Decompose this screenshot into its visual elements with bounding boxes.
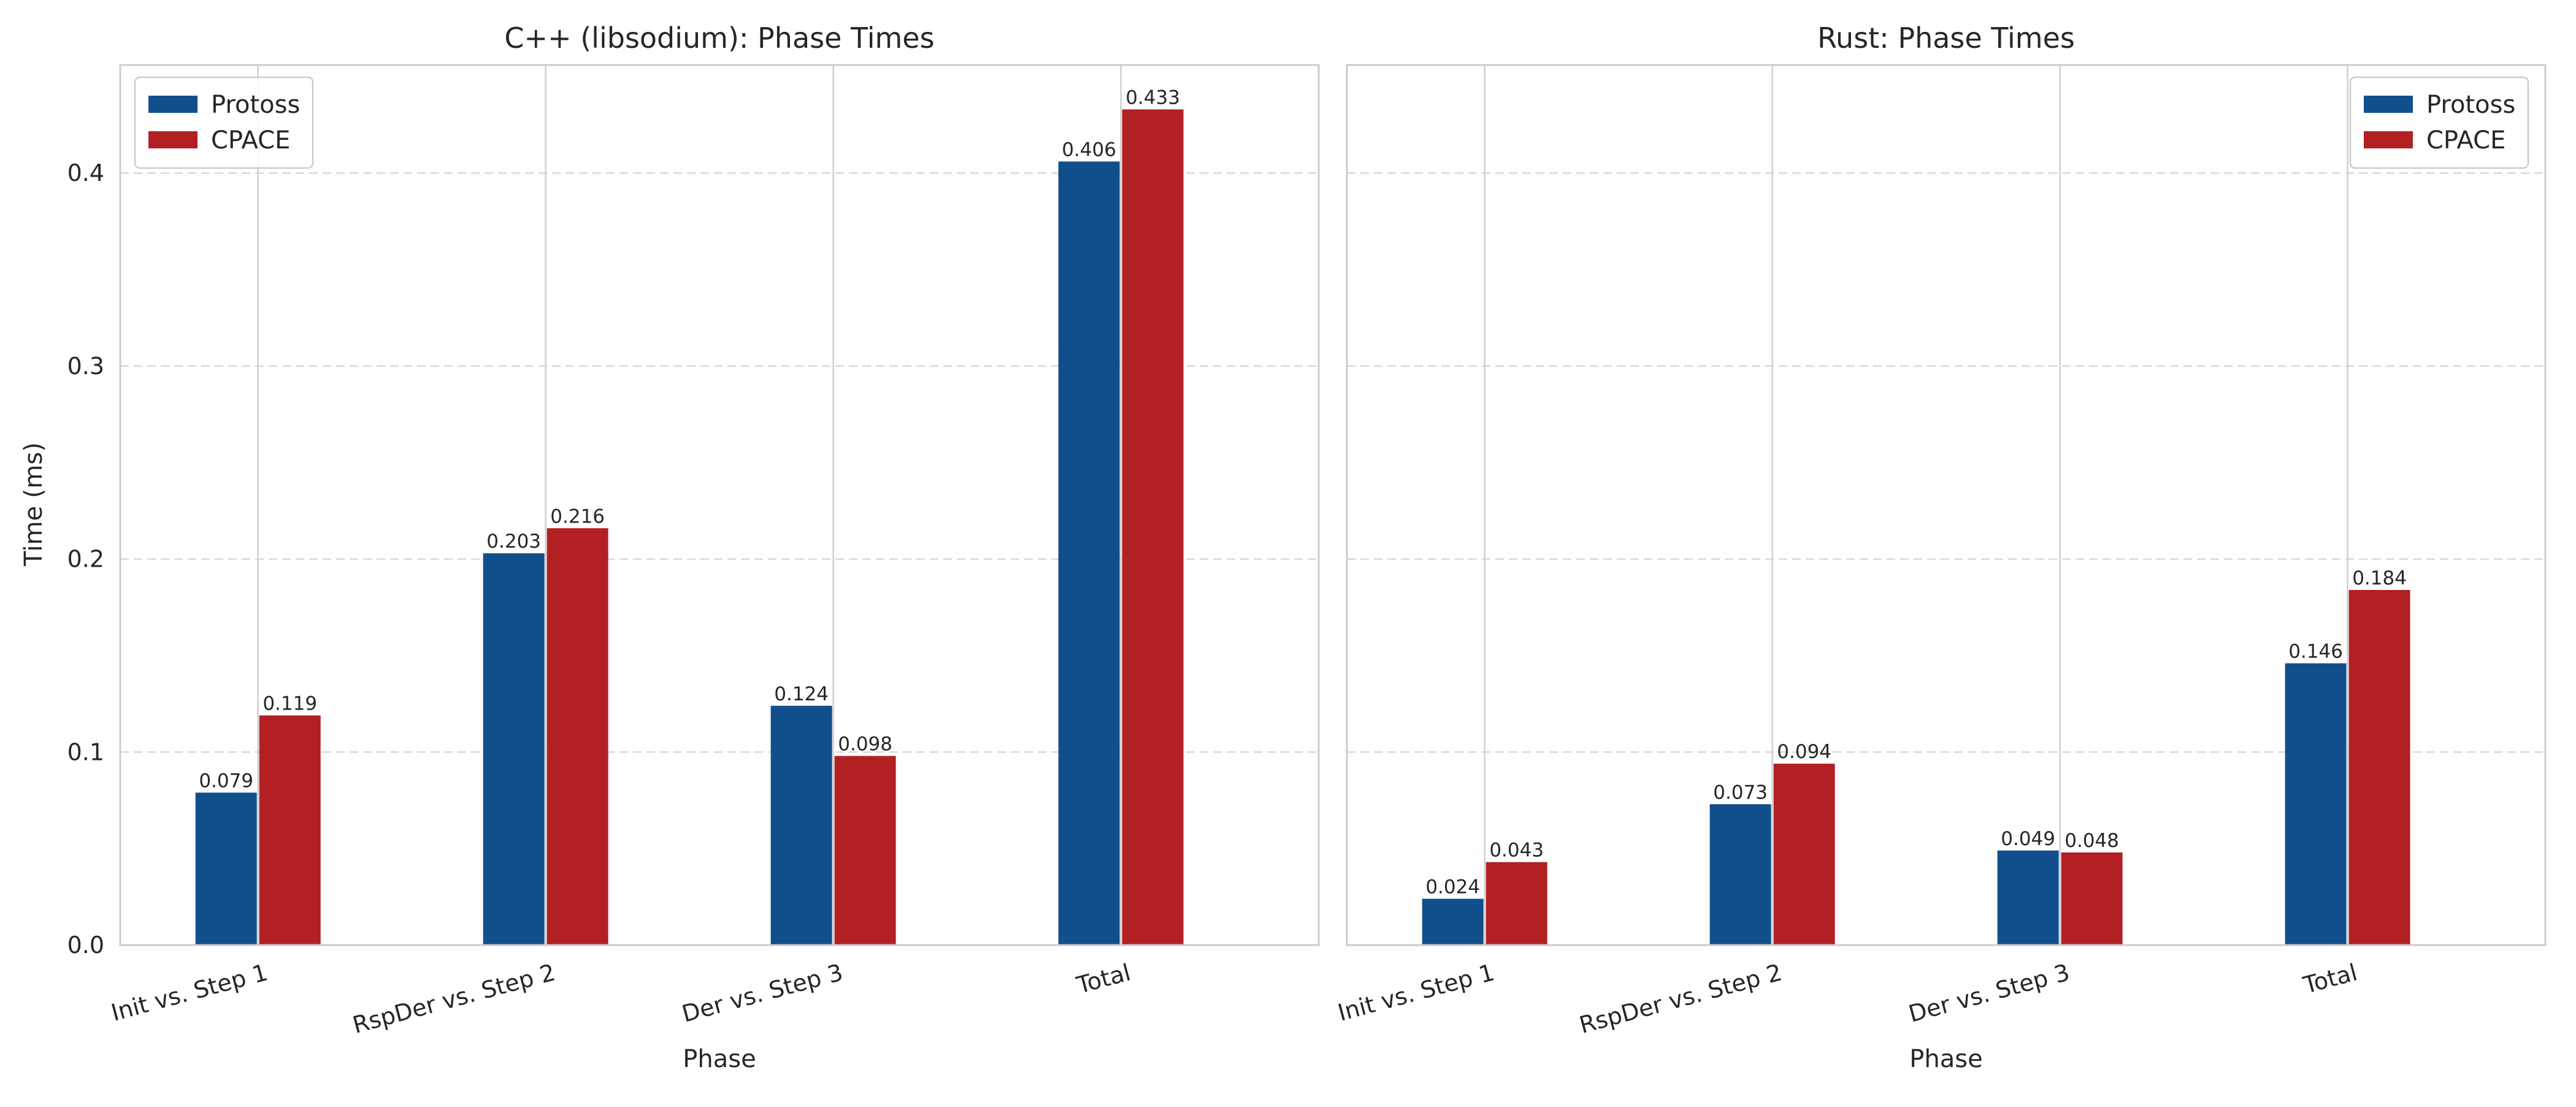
plot-frame: [1346, 64, 2547, 946]
chart-panel-2: 0.024 0.073 0.049 0.146 0.043 0.094 0.048 0.184…: [1335, 21, 2547, 1073]
y-tick-label: 0.2: [67, 546, 104, 573]
x-tick-label: Init vs. Step 1: [109, 959, 271, 1026]
bar-cpace-der-vs-step-3: [834, 756, 896, 945]
legend-swatch-cpace: [2364, 131, 2413, 148]
x-tick-label: Total: [1073, 959, 1133, 999]
bar-protoss-der-vs-step-3: [770, 705, 832, 945]
plot-frame: [119, 64, 1320, 946]
chart-panel-1: 0.079 0.203 0.124 0.406 0.119 0.216 0.098 0.433…: [67, 21, 1320, 1073]
bar-cpace-init-vs-step-1: [1485, 862, 1547, 945]
legend: Protoss CPACE: [134, 76, 314, 169]
value-label-protoss-init-vs-step-1: 0.079: [199, 770, 253, 792]
value-label-protoss-der-vs-step-3: 0.124: [774, 683, 829, 705]
legend-swatch-protoss: [2364, 96, 2413, 113]
legend-swatch-cpace: [148, 131, 197, 148]
y-tick-label: 0.3: [67, 353, 104, 380]
bar-protoss-der-vs-step-3: [1997, 850, 2059, 945]
value-label-cpace-init-vs-step-1: 0.043: [1489, 840, 1544, 862]
chart-title: C++ (libsodium): Phase Times: [504, 21, 934, 55]
value-label-cpace-rspder-vs-step-2: 0.216: [550, 505, 605, 527]
value-label-protoss-der-vs-step-3: 0.049: [2001, 828, 2055, 850]
x-tick-label: RspDer vs. Step 2: [350, 959, 558, 1038]
value-label-cpace-rspder-vs-step-2: 0.094: [1777, 741, 1831, 763]
bar-protoss-total: [1058, 161, 1120, 946]
value-label-cpace-total: 0.184: [2352, 567, 2407, 589]
bar-cpace-init-vs-step-1: [259, 715, 321, 945]
x-tick-label: RspDer vs. Step 2: [1576, 959, 1785, 1038]
bar-cpace-total: [1122, 109, 1184, 945]
legend-label-protoss: Protoss: [2426, 91, 2515, 119]
x-axis-label: Phase: [683, 1045, 756, 1073]
value-label-protoss-init-vs-step-1: 0.024: [1425, 876, 1480, 898]
bar-protoss-init-vs-step-1: [1422, 898, 1484, 945]
legend-swatch-protoss: [148, 96, 197, 113]
bar-cpace-der-vs-step-3: [2061, 852, 2123, 945]
bar-protoss-total: [2285, 663, 2347, 945]
legend: Protoss CPACE: [2349, 76, 2529, 169]
bar-protoss-init-vs-step-1: [195, 792, 257, 945]
legend-label-cpace: CPACE: [2426, 126, 2505, 155]
y-axis-label: Time (ms): [20, 442, 48, 567]
bar-cpace-rspder-vs-step-2: [1773, 764, 1835, 945]
bar-cpace-total: [2348, 589, 2410, 945]
x-tick-label: Init vs. Step 1: [1335, 959, 1498, 1026]
y-tick-label: 0.1: [67, 738, 104, 765]
y-tick-label: 0.0: [67, 932, 104, 959]
bar-protoss-rspder-vs-step-2: [1709, 804, 1771, 945]
value-label-cpace-der-vs-step-3: 0.048: [2064, 830, 2119, 852]
x-tick-label: Der vs. Step 3: [679, 959, 846, 1027]
legend-label-cpace: CPACE: [211, 126, 290, 155]
value-label-protoss-total: 0.146: [2288, 641, 2343, 663]
value-label-protoss-rspder-vs-step-2: 0.203: [486, 531, 541, 553]
bar-cpace-rspder-vs-step-2: [546, 528, 608, 945]
legend-label-protoss: Protoss: [211, 91, 300, 119]
value-label-cpace-der-vs-step-3: 0.098: [838, 734, 892, 756]
value-label-protoss-total: 0.406: [1062, 139, 1116, 161]
y-tick-label: 0.4: [67, 159, 104, 186]
bar-protoss-rspder-vs-step-2: [483, 553, 545, 945]
x-tick-label: Total: [2300, 959, 2360, 999]
value-label-cpace-init-vs-step-1: 0.119: [263, 693, 317, 715]
x-tick-label: Der vs. Step 3: [1906, 959, 2072, 1027]
chart-title: Rust: Phase Times: [1817, 21, 2075, 55]
value-label-cpace-total: 0.433: [1125, 86, 1180, 109]
value-label-protoss-rspder-vs-step-2: 0.073: [1713, 781, 1768, 803]
x-axis-label: Phase: [1909, 1045, 1982, 1073]
